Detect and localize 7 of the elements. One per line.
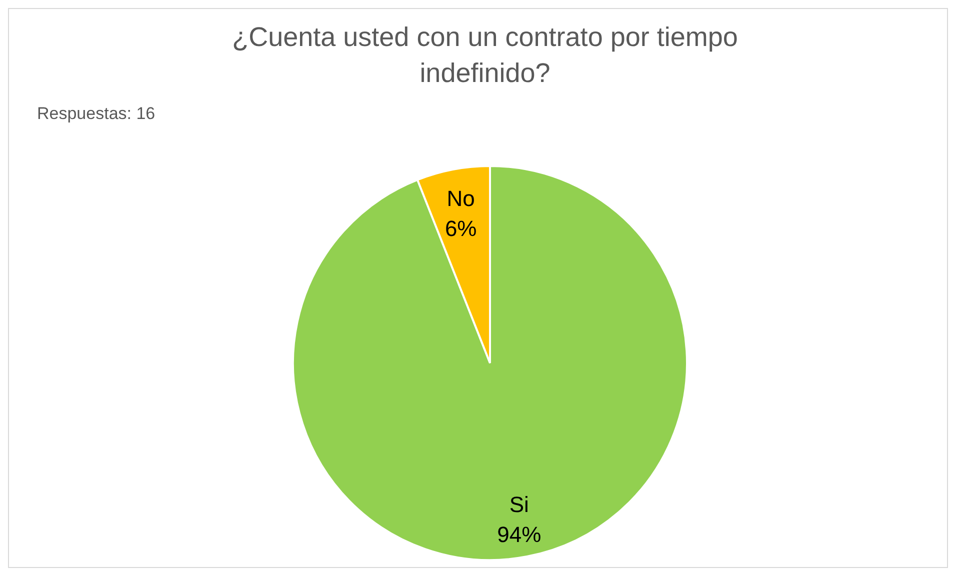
pie-slice [292,165,688,561]
text: Respuestas: 16 [37,104,156,124]
slice-label: Si [509,492,529,517]
chart-title: ¿Cuenta usted con un contrato por tiempo indefinido? [231,21,739,90]
data-label: 6% [444,216,477,242]
slice-label: No [446,186,475,212]
data-label: 94% [497,522,542,547]
